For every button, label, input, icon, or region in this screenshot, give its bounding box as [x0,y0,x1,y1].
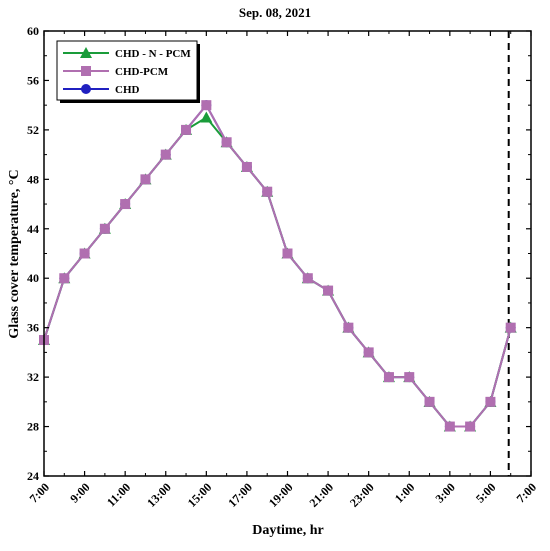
legend-swatch-marker [81,84,91,94]
data-point [160,149,171,160]
x-tick-label: 1:00 [392,480,417,505]
x-tick-label: 5:00 [473,480,498,505]
x-tick-label: 23:00 [347,480,377,510]
y-tick-label: 28 [27,420,39,434]
data-point [201,100,212,111]
data-point [120,199,131,210]
legend-swatch-marker [81,66,91,76]
series-triangle [38,111,517,432]
data-point [59,273,70,284]
data-point [444,421,455,432]
data-point [181,124,192,135]
data-point [323,285,334,296]
y-tick-label: 56 [27,73,39,87]
x-tick-label: 7:00 [514,480,539,505]
x-tick-label: 21:00 [306,480,336,510]
data-point [99,223,110,234]
x-axis-title: Daytime, hr [252,523,324,538]
x-tick-label: 11:00 [104,480,133,509]
series-square [39,100,516,432]
chart-title: Sep. 08, 2021 [239,5,311,20]
y-tick-label: 48 [27,172,39,186]
x-tick-label: 17:00 [225,480,255,510]
x-tick-label: 3:00 [432,480,457,505]
data-point [485,396,496,407]
legend-swatch-marker [80,47,92,58]
x-tick-label: 9:00 [67,480,92,505]
x-tick-label: 7:00 [27,480,52,505]
data-point [383,372,394,383]
x-tick-label: 15:00 [185,480,215,510]
data-point [343,322,354,333]
series-circle [39,100,516,432]
y-tick-label: 36 [27,321,39,335]
data-point [465,421,476,432]
legend-label: CHD-PCM [115,66,169,78]
data-point [363,347,374,358]
x-tick-label: 19:00 [266,480,296,510]
legend: CHD - N - PCM CHD-PCM CHD [56,40,200,103]
y-axis-title: Glass cover temperature, °C [7,169,22,338]
data-point [200,111,213,123]
x-tick-label: 13:00 [144,480,174,510]
data-point [505,322,516,333]
data-point [262,186,273,197]
data-point [140,174,151,185]
data-point [79,248,90,259]
legend-label: CHD [115,84,140,96]
plot-area [38,31,517,476]
y-tick-label: 60 [27,24,39,38]
y-tick-label: 52 [27,123,39,137]
y-tick-label: 32 [27,370,39,384]
data-point [424,396,435,407]
data-point [241,161,252,172]
y-tick-label: 24 [27,469,39,483]
data-point [221,137,232,148]
y-tick-label: 40 [27,271,39,285]
data-point [282,248,293,259]
series-line [43,103,512,428]
series-line [43,103,512,428]
legend-label: CHD - N - PCM [115,48,191,60]
y-tick-label: 44 [27,222,39,236]
data-point [302,273,313,284]
data-point [404,372,415,383]
series-line [43,116,512,428]
